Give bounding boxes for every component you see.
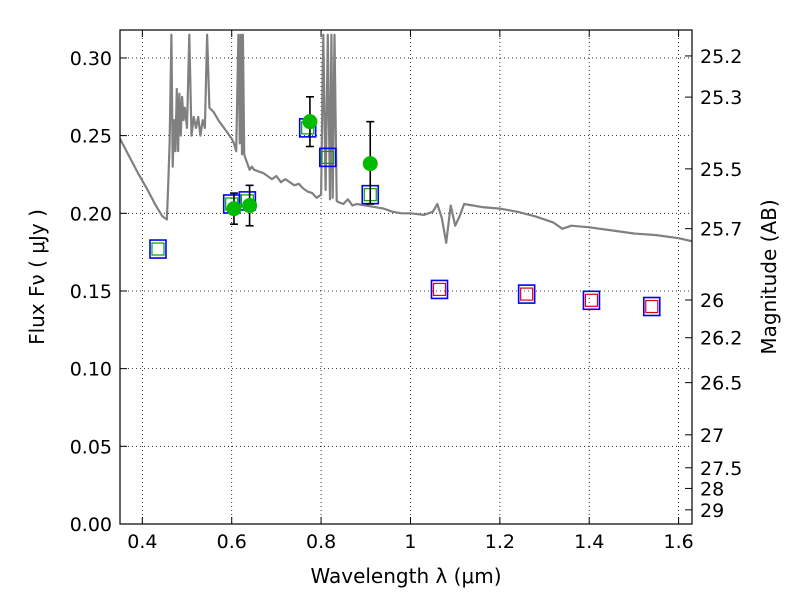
y-tick-label: 0.05 bbox=[70, 436, 112, 458]
model-photometry-point bbox=[517, 284, 536, 304]
y2-tick-label: 27 bbox=[700, 425, 724, 447]
upper-limit-point bbox=[645, 299, 659, 314]
x-tick-label: 0.4 bbox=[127, 531, 157, 553]
spectrum-line bbox=[120, 33, 692, 244]
x-tick-label: 0.8 bbox=[306, 531, 336, 553]
y2-tick-label: 28 bbox=[700, 478, 724, 500]
upper-limit-point bbox=[584, 293, 599, 307]
observed-point bbox=[362, 156, 378, 172]
band-point bbox=[151, 242, 165, 256]
y2-axis-label: Magnitude (AB) bbox=[757, 199, 781, 354]
y-tick-label: 0.20 bbox=[70, 203, 112, 225]
model-photometry-point bbox=[318, 147, 337, 168]
observed-point bbox=[226, 201, 242, 217]
x-tick-label: 1 bbox=[404, 531, 416, 553]
observed-point bbox=[302, 114, 318, 130]
y2-tick-label: 25.2 bbox=[700, 46, 742, 68]
x-axis-label: Wavelength λ (μm) bbox=[310, 564, 501, 588]
x-tick-label: 1.2 bbox=[485, 531, 515, 553]
y2-tick-label: 29 bbox=[700, 500, 724, 522]
y-tick-label: 0.30 bbox=[70, 48, 112, 70]
y2-tick-label: 27.5 bbox=[700, 458, 742, 480]
axes: 0.4 0.6 0.8 1 1.2 1.4 1.6 0.00 0.05 0.10 0.15 0.20 0… bbox=[70, 30, 742, 553]
y-tick-label: 0.15 bbox=[70, 281, 112, 303]
model-photometry-point bbox=[430, 279, 449, 300]
upper-limit-point bbox=[432, 282, 447, 297]
y2-tick-label: 25.5 bbox=[700, 159, 742, 181]
observed-point bbox=[242, 198, 258, 214]
band-point bbox=[321, 150, 335, 164]
y-tick-label: 0.25 bbox=[70, 126, 112, 148]
y-tick-label: 0.00 bbox=[70, 514, 112, 536]
y2-tick-label: 25.3 bbox=[700, 87, 742, 109]
y2-tick-label: 26.5 bbox=[700, 373, 742, 395]
model-photometry-point bbox=[149, 239, 167, 259]
x-tick-label: 1.4 bbox=[574, 531, 604, 553]
y2-tick-label: 26 bbox=[700, 290, 724, 312]
y-tick-label: 0.10 bbox=[70, 359, 112, 381]
model-photometry-point bbox=[582, 290, 601, 311]
y2-tick-label: 25.7 bbox=[700, 219, 742, 241]
model-photometry-point bbox=[642, 296, 661, 317]
plot-area bbox=[120, 33, 692, 317]
y-axis-label: Flux Fν ( μJy ) bbox=[25, 209, 49, 345]
x-tick-label: 1.6 bbox=[663, 531, 693, 553]
x-tick-label: 0.6 bbox=[217, 531, 247, 553]
y2-tick-label: 26.2 bbox=[700, 328, 742, 350]
upper-limit-point bbox=[520, 287, 534, 301]
plot-frame bbox=[119, 29, 693, 525]
